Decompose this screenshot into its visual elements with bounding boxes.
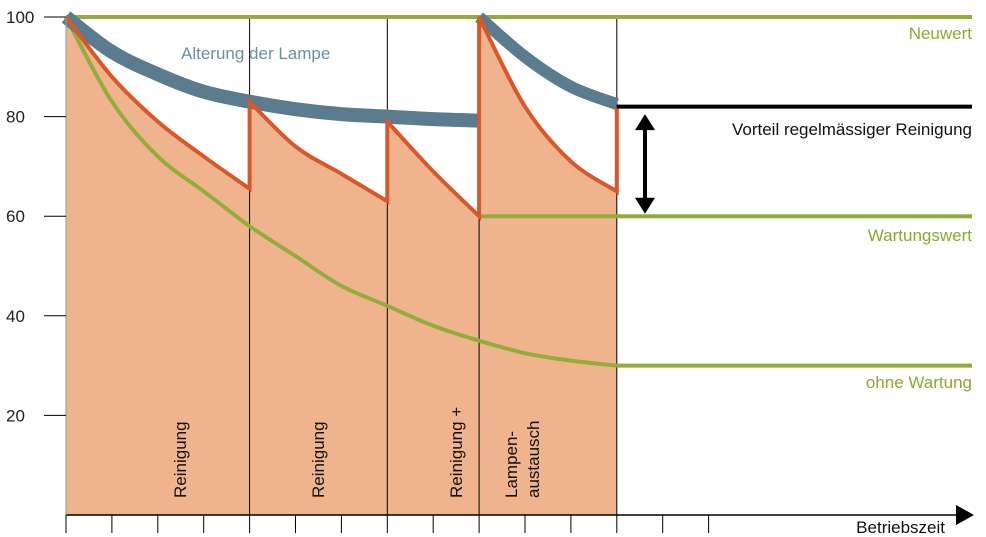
vorteil-double-arrow xyxy=(635,114,655,214)
neuwert-label: Neuwert xyxy=(909,24,973,43)
cleaning-curve xyxy=(64,15,619,221)
vorteil-label: Vorteil regelmässiger Reinigung xyxy=(732,120,972,139)
ohne-wartung-label: ohne Wartung xyxy=(866,373,972,392)
y-axis-tick-labels: 20 40 60 80 100 xyxy=(6,8,34,425)
y-tick-label: 40 xyxy=(6,307,25,326)
x-axis-label: Betriebszeit xyxy=(856,518,945,537)
event-label-reinigung-1: Reinigung xyxy=(171,421,190,498)
event-label-lampen: Lampen- xyxy=(502,431,521,498)
axes xyxy=(44,16,974,533)
alterung-label: Alterung der Lampe xyxy=(181,44,330,63)
lamp-aging-band xyxy=(61,11,480,128)
wartungswert-label: Wartungswert xyxy=(868,226,973,245)
arrow-head-up xyxy=(635,114,655,131)
y-tick-label: 60 xyxy=(6,207,25,226)
event-label-reinigung-2: Reinigung xyxy=(309,421,328,498)
event-label-austausch: austausch xyxy=(524,421,543,499)
y-tick-label: 20 xyxy=(6,406,25,425)
x-axis-arrow xyxy=(956,505,974,525)
arrow-head-down xyxy=(635,197,655,214)
ohne-wartung-line xyxy=(64,16,972,368)
y-tick-label: 100 xyxy=(6,8,34,27)
lamp-aging-band-after-replacement xyxy=(475,12,619,110)
event-label-reinigung-plus: Reinigung + xyxy=(447,407,466,498)
y-tick-label: 80 xyxy=(6,108,25,127)
